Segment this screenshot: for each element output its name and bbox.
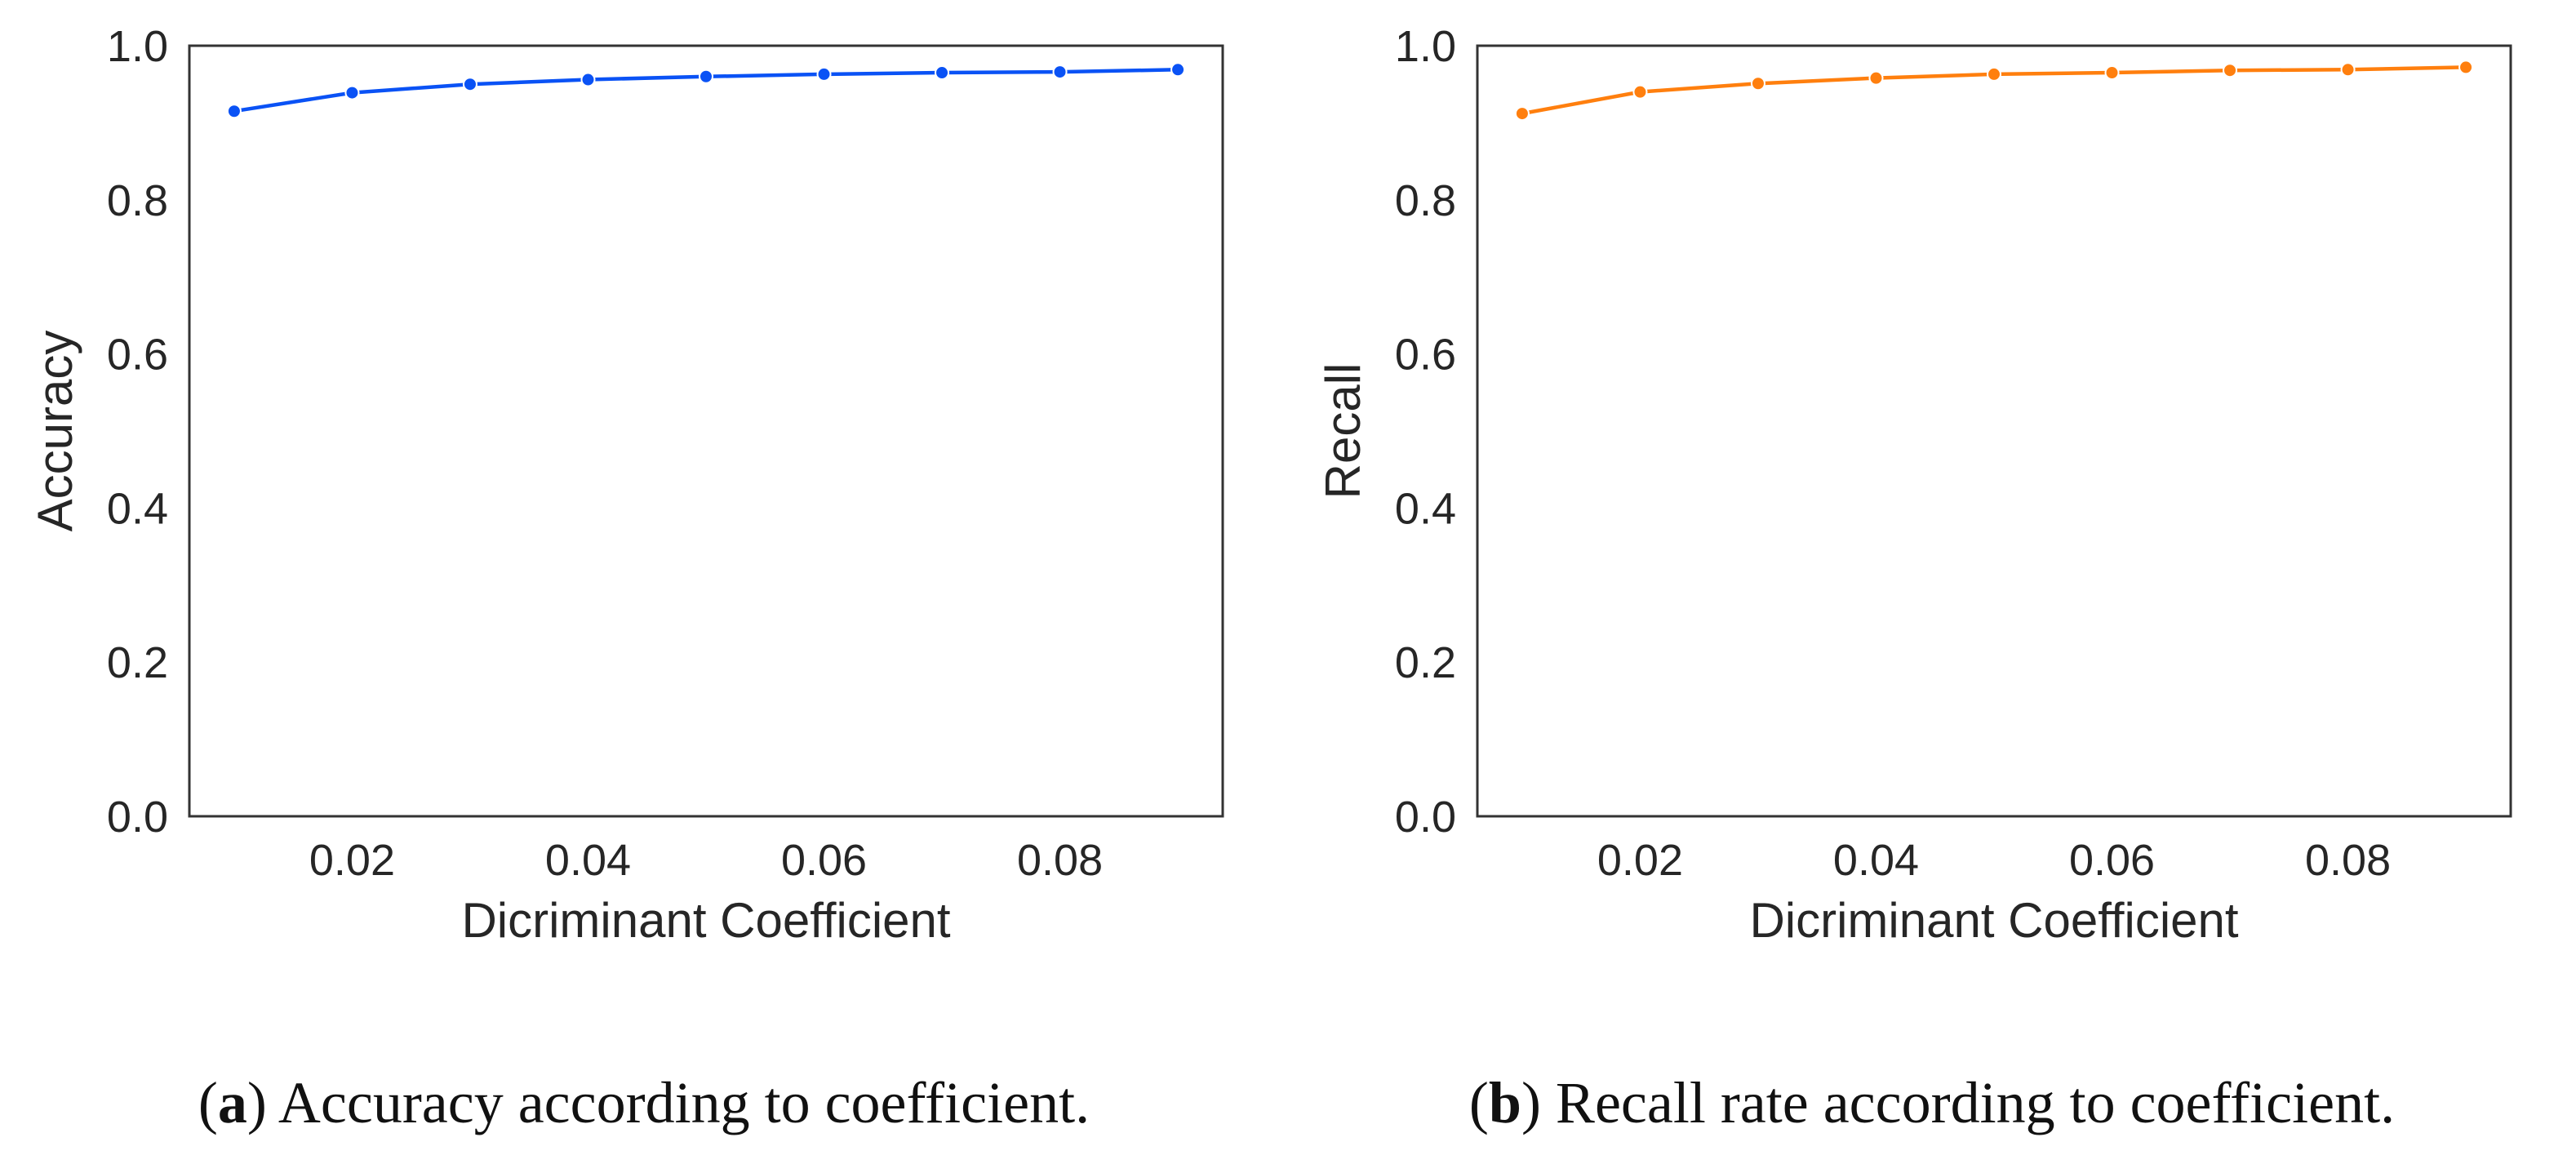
x-axis-label: Dicriminant Coefficient: [1749, 893, 2238, 948]
data-point: [1514, 106, 1530, 122]
y-tick-label: 0.0: [107, 793, 168, 842]
accuracy-chart: 0.0 0.2 0.4 0.6 0.8 1.0 0.02 0.04 0.06 0.08 Dicrim…: [28, 22, 1224, 948]
y-tick-label: 0.6: [1395, 331, 1456, 380]
y-tick-label: 0.6: [107, 331, 168, 380]
recall-chart: 0.0 0.2 0.4 0.6 0.8 1.0 0.02 0.04 0.06 0.08 Dicrim…: [1316, 22, 2512, 948]
caption-a-letter: a: [217, 1070, 247, 1135]
y-axis-label: Accuracy: [28, 331, 82, 532]
y-tick-label: 1.0: [1395, 22, 1456, 71]
caption-b-text: Recall rate according to coefficient.: [1540, 1070, 2396, 1135]
x-tick-label: 0.04: [1833, 836, 1919, 885]
caption-b: (b) Recall rate according to coefficient…: [1468, 1070, 2396, 1135]
data-point: [344, 85, 360, 100]
x-tick-label: 0.02: [1597, 836, 1683, 885]
data-point: [462, 77, 477, 92]
caption-a: (a) Accuracy according to coefficient.: [198, 1070, 1090, 1135]
x-tick-label: 0.06: [781, 836, 867, 885]
data-point: [2223, 63, 2238, 78]
x-tick-label: 0.02: [309, 836, 395, 885]
data-point: [1868, 70, 1884, 86]
y-tick-label: 0.8: [1395, 176, 1456, 225]
y-tick-label: 0.8: [107, 176, 168, 225]
x-tick-label: 0.06: [2069, 836, 2155, 885]
x-axis-label: Dicriminant Coefficient: [461, 893, 950, 948]
plot-frame: [188, 44, 1224, 818]
y-tick-label: 0.0: [1395, 793, 1456, 842]
panel-accuracy: 0.0 0.2 0.4 0.6 0.8 1.0 0.02 0.04 0.06 0.08 Dicrim…: [28, 22, 1224, 1135]
panel-recall: 0.0 0.2 0.4 0.6 0.8 1.0 0.02 0.04 0.06 0.08 Dicrim…: [1288, 0, 2576, 1164]
data-point: [2340, 62, 2356, 78]
y-tick-label: 1.0: [107, 22, 168, 71]
caption-a-text: Accuracy according to coefficient.: [266, 1070, 1090, 1135]
y-tick-label: 0.4: [1395, 484, 1456, 533]
y-axis-label: Recall: [1316, 363, 1370, 500]
data-point: [2458, 60, 2474, 75]
data-point: [2104, 65, 2120, 81]
y-tick-label: 0.2: [107, 638, 168, 687]
x-tick-label: 0.08: [2305, 836, 2391, 885]
data-point: [1987, 66, 2001, 82]
data-point: [1052, 64, 1068, 80]
data-point: [816, 66, 832, 82]
data-point: [935, 65, 950, 81]
data-point: [1750, 76, 1765, 91]
data-point: [1170, 62, 1186, 78]
data-point: [1632, 84, 1648, 100]
x-tick-label: 0.08: [1017, 836, 1103, 885]
data-point: [226, 104, 242, 119]
x-tick-label: 0.04: [545, 836, 631, 885]
y-tick-label: 0.4: [107, 484, 168, 533]
data-point: [580, 72, 596, 87]
data-point: [699, 69, 713, 84]
y-tick-label: 0.2: [1395, 638, 1456, 687]
plot-frame: [1476, 44, 2512, 818]
caption-b-letter: b: [1488, 1070, 1521, 1135]
